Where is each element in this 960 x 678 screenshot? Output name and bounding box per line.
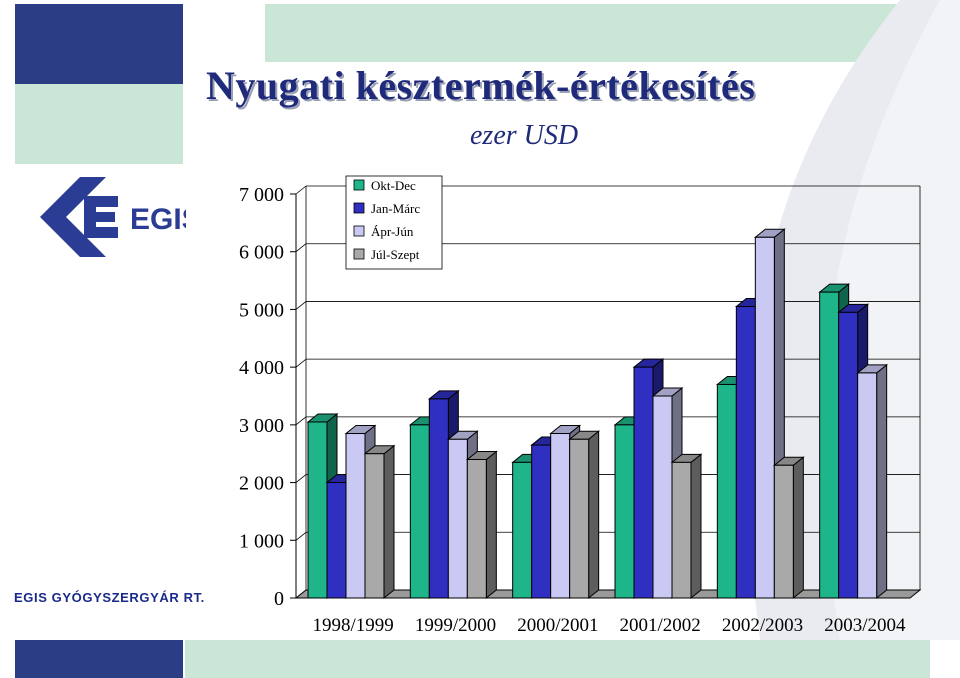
legend-label: Júl-Szept	[371, 247, 420, 262]
gridline-side	[295, 474, 307, 483]
bar	[550, 433, 571, 599]
bar	[512, 461, 533, 599]
egis-logo: EGIS	[40, 177, 186, 257]
y-tick-label: 3 000	[239, 415, 284, 437]
slide-title: Nyugati késztermék-értékesítés	[206, 63, 756, 108]
company-name: EGIS GYÓGYSZERGYÁR RT.	[14, 590, 205, 605]
bar	[569, 438, 590, 599]
x-tick-label: 2001/2002	[620, 615, 701, 636]
y-tick-label: 2 000	[239, 473, 284, 495]
bar	[857, 372, 878, 599]
bar	[716, 383, 737, 599]
x-tick-label: 1999/2000	[415, 615, 496, 636]
gridline-side	[295, 531, 307, 541]
bar	[735, 306, 756, 599]
bar	[345, 433, 366, 599]
bar-side	[792, 456, 804, 600]
bar	[466, 458, 487, 599]
bar	[819, 291, 840, 599]
bar-side	[588, 430, 600, 600]
bottom-navy-block	[15, 640, 183, 678]
bar	[326, 482, 347, 599]
legend-swatch	[353, 202, 365, 214]
legend-swatch	[353, 248, 365, 260]
y-tick-label: 0	[274, 588, 284, 610]
x-tick-label: 2002/2003	[722, 615, 803, 636]
y-tick-label: 1 000	[239, 530, 284, 552]
gridline-side	[295, 301, 307, 310]
bar	[652, 395, 673, 599]
bar	[671, 461, 692, 599]
bar	[307, 421, 328, 599]
gridline-side	[295, 358, 307, 368]
bar	[838, 311, 859, 599]
bar	[531, 444, 552, 599]
bar-side	[876, 363, 888, 600]
bar	[633, 366, 654, 599]
legend-label: Jan-Márc	[371, 201, 420, 216]
slide-subtitle: ezer USD	[470, 120, 579, 151]
bar	[614, 424, 635, 599]
gridline-side	[295, 416, 307, 426]
bar	[364, 453, 385, 599]
bar	[773, 464, 794, 599]
top-mint-block	[15, 84, 183, 164]
legend-swatch	[353, 179, 365, 191]
gridline-side	[295, 185, 307, 195]
y-tick-label: 4 000	[239, 357, 284, 379]
x-tick-label: 2000/2001	[517, 615, 598, 636]
bar	[409, 424, 430, 599]
legend-label: Okt-Dec	[371, 178, 416, 193]
bar	[447, 438, 468, 599]
bar-side	[690, 453, 702, 600]
y-tick-label: 7 000	[239, 184, 284, 206]
top-right-mint-block	[265, 4, 920, 62]
y-tick-label: 6 000	[239, 242, 284, 264]
x-tick-label: 1998/1999	[313, 615, 394, 636]
bar	[754, 236, 775, 599]
legend-label: Ápr-Jún	[371, 224, 414, 239]
top-navy-block	[15, 4, 183, 84]
bottom-mint-block	[185, 640, 930, 678]
x-tick-label: 2003/2004	[824, 615, 906, 636]
bar-side	[485, 450, 497, 600]
y-tick-label: 5 000	[239, 299, 284, 321]
bar-side	[383, 444, 395, 600]
bar	[428, 398, 449, 599]
legend-swatch	[353, 225, 365, 237]
egis-logo-text: EGIS	[130, 203, 186, 236]
gridline-side	[295, 243, 307, 253]
